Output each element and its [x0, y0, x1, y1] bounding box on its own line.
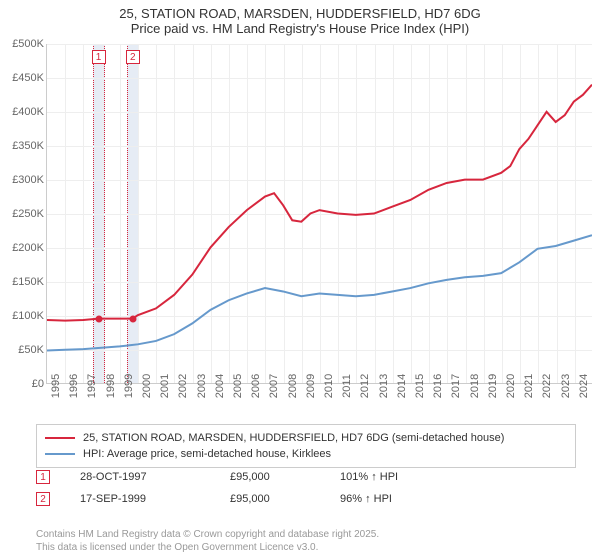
legend-swatch-blue: [45, 453, 75, 455]
y-axis-tick-label: £50K: [18, 344, 44, 356]
x-axis-tick-label: 2002: [177, 374, 189, 398]
y-axis-tick-label: £0: [32, 378, 44, 390]
legend-swatch-red: [45, 437, 75, 439]
sale-price: £95,000: [230, 471, 330, 483]
sale-pct: 96% ↑ HPI: [340, 493, 460, 505]
sale-marker-num: 2: [36, 492, 50, 506]
sale-marker-num: 1: [36, 470, 50, 484]
sale-marker-box: 1: [92, 50, 106, 64]
x-axis-tick-label: 2000: [141, 374, 153, 398]
x-axis-tick-label: 2006: [250, 374, 262, 398]
title-line-2: Price paid vs. HM Land Registry's House …: [0, 21, 600, 36]
x-axis-tick-label: 2017: [450, 374, 462, 398]
sale-date: 28-OCT-1997: [80, 471, 220, 483]
table-row: 2 17-SEP-1999 £95,000 96% ↑ HPI: [36, 488, 576, 510]
x-axis-tick-label: 2012: [359, 374, 371, 398]
legend-label-hpi: HPI: Average price, semi-detached house,…: [83, 448, 331, 460]
sale-marker-dot: [129, 316, 136, 323]
y-axis-tick-label: £150K: [12, 276, 44, 288]
legend-item-property: 25, STATION ROAD, MARSDEN, HUDDERSFIELD,…: [45, 430, 567, 446]
x-axis-tick-label: 1999: [123, 374, 135, 398]
footer-line-2: This data is licensed under the Open Gov…: [36, 542, 379, 555]
x-axis-tick-label: 2019: [487, 374, 499, 398]
y-axis-tick-label: £250K: [12, 208, 44, 220]
x-axis-tick-label: 2013: [378, 374, 390, 398]
x-axis-tick-label: 2005: [232, 374, 244, 398]
chart-svg: [47, 44, 592, 383]
x-axis-tick-label: 2011: [341, 374, 353, 398]
y-axis-tick-label: £350K: [12, 140, 44, 152]
series-line-property: [47, 85, 592, 321]
x-axis-tick-label: 2021: [523, 374, 535, 398]
x-axis-tick-label: 1997: [86, 374, 98, 398]
series-line-hpi: [47, 235, 592, 350]
sales-table: 1 28-OCT-1997 £95,000 101% ↑ HPI 2 17-SE…: [36, 466, 576, 510]
x-axis-tick-label: 2016: [432, 374, 444, 398]
table-row: 1 28-OCT-1997 £95,000 101% ↑ HPI: [36, 466, 576, 488]
x-axis-tick-label: 1996: [68, 374, 80, 398]
sale-price: £95,000: [230, 493, 330, 505]
x-axis-tick-label: 1998: [105, 374, 117, 398]
sale-pct: 101% ↑ HPI: [340, 471, 460, 483]
sale-date: 17-SEP-1999: [80, 493, 220, 505]
x-axis-tick-label: 2022: [541, 374, 553, 398]
y-axis-tick-label: £500K: [12, 38, 44, 50]
y-axis-tick-label: £100K: [12, 310, 44, 322]
x-axis-tick-label: 2007: [268, 374, 280, 398]
x-axis-tick-label: 2003: [196, 374, 208, 398]
y-axis-tick-label: £450K: [12, 72, 44, 84]
x-axis-tick-label: 2001: [159, 374, 171, 398]
x-axis-tick-label: 2018: [469, 374, 481, 398]
y-axis-tick-label: £200K: [12, 242, 44, 254]
x-axis-tick-label: 2015: [414, 374, 426, 398]
x-axis-tick-label: 2024: [578, 374, 590, 398]
title-line-1: 25, STATION ROAD, MARSDEN, HUDDERSFIELD,…: [0, 6, 600, 21]
x-axis-tick-label: 2010: [323, 374, 335, 398]
y-axis-tick-label: £300K: [12, 174, 44, 186]
x-axis-tick-label: 2008: [287, 374, 299, 398]
x-axis-tick-label: 2014: [396, 374, 408, 398]
legend-label-property: 25, STATION ROAD, MARSDEN, HUDDERSFIELD,…: [83, 432, 504, 444]
x-axis-tick-label: 2004: [214, 374, 226, 398]
y-axis-tick-label: £400K: [12, 106, 44, 118]
sale-marker-dot: [95, 316, 102, 323]
legend: 25, STATION ROAD, MARSDEN, HUDDERSFIELD,…: [36, 424, 576, 468]
legend-item-hpi: HPI: Average price, semi-detached house,…: [45, 446, 567, 462]
chart-title: 25, STATION ROAD, MARSDEN, HUDDERSFIELD,…: [0, 0, 600, 38]
x-axis-tick-label: 1995: [50, 374, 62, 398]
footer-line-1: Contains HM Land Registry data © Crown c…: [36, 529, 379, 542]
footer-attribution: Contains HM Land Registry data © Crown c…: [36, 529, 379, 554]
chart-plot-area: 12: [46, 44, 592, 384]
x-axis-tick-label: 2023: [560, 374, 572, 398]
sale-marker-box: 2: [126, 50, 140, 64]
x-axis-tick-label: 2020: [505, 374, 517, 398]
x-axis-tick-label: 2009: [305, 374, 317, 398]
